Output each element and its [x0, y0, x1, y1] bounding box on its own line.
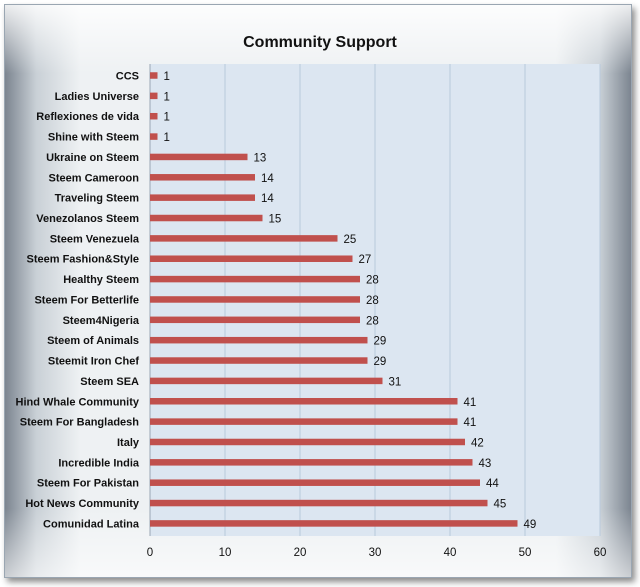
bar	[150, 235, 338, 242]
bar	[150, 92, 158, 100]
bar	[150, 112, 158, 120]
data-label: 43	[479, 458, 492, 470]
bar	[150, 398, 458, 405]
bar	[150, 72, 158, 79]
bar	[150, 336, 368, 344]
data-label: 29	[374, 356, 387, 368]
category-label: Healthy Steem	[63, 274, 139, 286]
bar	[150, 479, 480, 486]
bar	[150, 418, 458, 425]
category-label: Shine with Steem	[48, 132, 139, 144]
data-label: 27	[359, 254, 372, 266]
chart-title: Community Support	[243, 34, 397, 51]
category-label: Hind Whale Community	[16, 396, 140, 408]
category-labels: CCS Ladies Universe Reflexiones de vida Shi…	[16, 71, 140, 531]
bar	[150, 459, 473, 466]
data-label: 44	[486, 478, 499, 490]
category-label: Hot News Community	[25, 498, 140, 510]
data-label: 15	[269, 214, 282, 226]
x-tick-label: 20	[294, 547, 307, 559]
bar	[150, 296, 360, 303]
category-label: Incredible India	[58, 457, 140, 469]
bar	[150, 194, 255, 201]
bar	[150, 357, 368, 364]
bar	[150, 316, 360, 324]
data-label: 28	[366, 275, 379, 287]
bar	[150, 520, 518, 527]
data-label: 1	[164, 112, 170, 124]
data-label: 31	[389, 376, 402, 388]
bar	[150, 275, 360, 283]
category-label: Steem Venezuela	[50, 233, 140, 245]
bar	[150, 174, 255, 181]
category-label: Ukraine on Steem	[46, 152, 139, 164]
category-label: Steem Cameroon	[49, 172, 140, 184]
x-tick-label: 30	[369, 547, 382, 559]
category-label: Traveling Steem	[55, 193, 140, 205]
data-label: 1	[164, 91, 170, 103]
x-tick-label: 40	[444, 547, 457, 559]
x-tick-label: 10	[219, 547, 232, 559]
data-label: 1	[164, 71, 170, 83]
data-label: 28	[366, 295, 379, 307]
bar	[150, 133, 158, 140]
category-label: Ladies Universe	[55, 91, 139, 103]
x-axis-ticks: 0 10 20 30 40 50 60	[147, 547, 607, 559]
x-tick-label: 50	[519, 547, 532, 559]
data-label: 49	[524, 519, 537, 531]
category-label: Steem Fashion&Style	[27, 254, 139, 266]
category-label: Steem SEA	[80, 376, 139, 388]
category-label: Comunidad Latina	[43, 518, 140, 530]
category-label: CCS	[116, 71, 139, 83]
data-label: 25	[344, 234, 357, 246]
category-label: Steemit Iron Chef	[48, 356, 139, 368]
category-label: Steem For Betterlife	[34, 294, 139, 306]
bar	[150, 153, 248, 161]
data-label: 45	[494, 499, 507, 511]
data-label: 1	[164, 132, 170, 144]
data-label: 42	[471, 437, 484, 449]
data-label: 29	[374, 336, 387, 348]
category-label: Steem4Nigeria	[63, 315, 140, 327]
bars	[150, 72, 518, 527]
data-label: 14	[261, 193, 274, 205]
x-tick-label: 60	[594, 547, 607, 559]
value-labels: 1111131414152527282828292931414142434445…	[164, 71, 537, 531]
bar	[150, 255, 353, 262]
category-label: Venezolanos Steem	[36, 213, 139, 225]
x-tick-label: 0	[147, 547, 153, 559]
data-label: 14	[261, 173, 274, 185]
gridlines	[149, 64, 601, 536]
category-label: Reflexiones de vida	[36, 111, 140, 123]
data-label: 41	[464, 417, 477, 429]
category-label: Steem For Pakistan	[37, 478, 139, 490]
bar	[150, 214, 263, 222]
data-label: 28	[366, 315, 379, 327]
data-label: 41	[464, 397, 477, 409]
data-label: 13	[254, 152, 267, 164]
bar	[150, 438, 465, 446]
bar	[150, 499, 488, 507]
category-label: Steem For Bangladesh	[20, 417, 139, 429]
bar	[150, 377, 383, 385]
category-label: Steem of Animals	[47, 335, 139, 347]
category-label: Italy	[117, 437, 140, 449]
